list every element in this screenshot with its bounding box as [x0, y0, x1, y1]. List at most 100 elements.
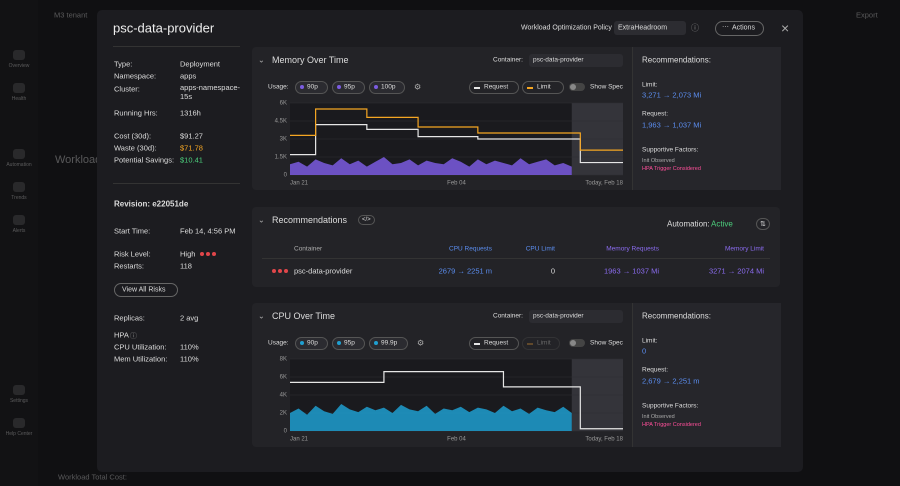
risk-dot [284, 269, 288, 273]
sidebar [0, 0, 38, 486]
modal-title: psc-data-provider [113, 20, 215, 36]
show-spec-label: Show Spec [590, 339, 623, 347]
legend-toggle[interactable] [522, 81, 564, 94]
automation-label: Automation: [667, 219, 710, 229]
y-tick-label: 4K [280, 393, 287, 399]
nav-item[interactable]: Settings [9, 398, 29, 404]
container-dropdown[interactable] [529, 54, 623, 67]
detail-label: Mem Utilization: [114, 354, 168, 364]
breadcrumb[interactable]: M3 tenant [54, 10, 88, 20]
automation-settings[interactable]: ⇅ [756, 218, 770, 230]
nav-icon [13, 149, 25, 159]
legend-label: Limit [537, 83, 551, 91]
nav-item[interactable]: Alerts [12, 228, 26, 234]
percentile-toggle[interactable] [332, 337, 365, 350]
section-title: Workload [55, 154, 102, 166]
recommendations-card [252, 207, 780, 287]
cpu-recs-panel [632, 303, 781, 447]
risk-dot [272, 269, 276, 273]
collapse-icon[interactable]: ⌄ [258, 311, 265, 321]
legend-label: Request [484, 83, 509, 91]
nav-item[interactable]: Automation [6, 162, 32, 168]
factor: HPA Trigger Considered [642, 166, 701, 172]
export-button[interactable]: Export [856, 10, 878, 20]
table-cell: psc-data-provider [294, 266, 353, 276]
percentile-toggle[interactable] [295, 337, 328, 350]
percentile-toggle[interactable] [369, 81, 405, 94]
percentile-label: 95p [344, 339, 355, 347]
detail-value: apps-namespace-15s [180, 83, 241, 101]
legend-swatch [527, 87, 533, 89]
detail-label: Running Hrs: [114, 108, 158, 118]
hpa-label: HPA [114, 330, 129, 340]
recs-label: Limit: [642, 81, 658, 89]
recs-title: Recommendations: [642, 55, 711, 65]
x-label: Feb 04 [447, 181, 466, 187]
recs-label: Limit: [642, 337, 658, 345]
table-header: CPU Limit [525, 245, 555, 253]
factor: HPA Trigger Considered [642, 422, 701, 428]
policy-label: Workload Optimization Policy [521, 24, 612, 32]
recs-label: Supportive Factors: [642, 402, 699, 410]
nav-item[interactable]: Health [11, 96, 27, 102]
risk-dot [278, 269, 282, 273]
container-value: psc-data-provider [533, 56, 584, 64]
memory-recs-panel [632, 47, 781, 190]
percentile-toggle[interactable] [295, 81, 328, 94]
table-cell: 0 [550, 266, 555, 276]
divider [113, 46, 240, 47]
show-spec-label: Show Spec [590, 83, 623, 91]
table-cell: 2679 → 2251 m [438, 266, 492, 276]
usage-area [290, 157, 572, 175]
y-tick-label: 3K [280, 137, 287, 143]
series-line [290, 124, 623, 164]
actions-button[interactable] [715, 21, 764, 36]
detail-value: High [180, 249, 196, 259]
collapse-icon[interactable]: ⌄ [258, 215, 265, 225]
factor: Init Observed [642, 158, 675, 164]
usage-label: Usage: [268, 83, 289, 91]
legend-toggle[interactable] [469, 337, 519, 350]
view-risks-button[interactable] [114, 283, 178, 297]
container-label: Container: [493, 312, 523, 320]
legend-toggle[interactable] [469, 81, 519, 94]
card-title: Memory Over Time [272, 55, 349, 65]
percentile-dot [337, 341, 341, 345]
card-title: CPU Over Time [272, 311, 336, 321]
show-spec-toggle[interactable] [569, 339, 585, 347]
code-button[interactable]: </> [358, 215, 375, 225]
legend-label: Limit [537, 339, 551, 347]
divider [262, 258, 770, 259]
legend-swatch [474, 343, 480, 345]
collapse-icon[interactable]: ⌄ [258, 55, 265, 65]
percentile-label: 90p [307, 83, 318, 91]
card-title: Recommendations [272, 215, 348, 225]
close-button[interactable]: × [781, 20, 790, 36]
settings-icon[interactable]: ⚙ [417, 338, 425, 348]
percentile-label: 95p [344, 83, 355, 91]
settings-icon[interactable]: ⚙ [414, 82, 422, 92]
detail-label: Potential Savings: [114, 155, 175, 165]
table-header: Memory Limit [724, 245, 764, 253]
table-header: Memory Requests [606, 245, 659, 253]
nav-icon [13, 50, 25, 60]
nav-item[interactable]: Help Center [5, 431, 33, 437]
percentile-dot [374, 85, 378, 89]
detail-label: Cost (30d): [114, 131, 152, 141]
y-tick-label: 1.5K [275, 155, 287, 161]
percentile-toggle[interactable] [332, 81, 365, 94]
percentile-toggle[interactable] [369, 337, 408, 350]
info-icon[interactable]: ⓘ [691, 23, 699, 33]
y-tick-label: 2K [280, 411, 287, 417]
recs-value: 3,271 → 2,073 Mi [642, 90, 702, 100]
container-dropdown[interactable] [529, 310, 623, 323]
policy-dropdown[interactable] [614, 21, 686, 35]
show-spec-toggle[interactable] [569, 83, 585, 91]
nav-item[interactable]: Overview [8, 63, 30, 69]
factor: Init Observed [642, 414, 675, 420]
nav-item[interactable]: Trends [11, 195, 27, 201]
x-label: Today, Feb 18 [585, 181, 623, 187]
container-label: Container: [493, 56, 523, 64]
legend-toggle[interactable] [522, 337, 560, 350]
